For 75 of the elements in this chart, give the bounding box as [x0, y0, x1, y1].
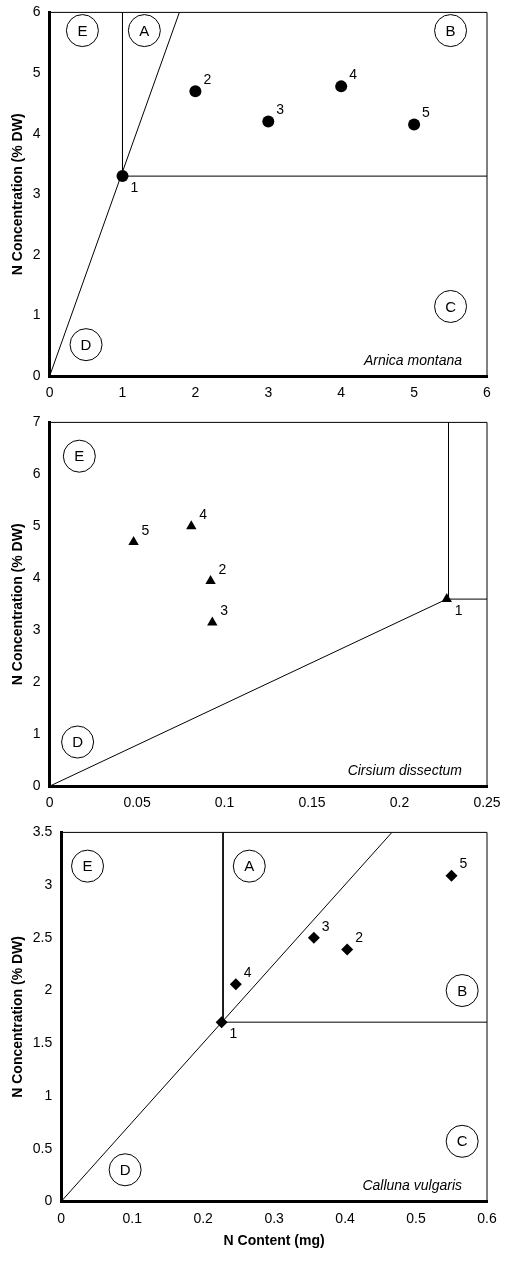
x-tick-label: 0.4 — [335, 1209, 356, 1226]
annotation: Calluna vulgaris — [362, 1177, 462, 1194]
x-tick-label: 6 — [483, 384, 492, 401]
annotation: 5 — [422, 104, 431, 121]
x-tick-label: 1 — [118, 384, 127, 401]
y-axis-title: N Concentration (% DW) — [9, 936, 26, 1098]
x-tick-label: 3 — [264, 384, 273, 401]
annotation: D — [80, 335, 92, 353]
y-tick-label: 2.5 — [32, 928, 53, 945]
y-tick-label: 7 — [32, 413, 41, 430]
annotation: 2 — [355, 929, 364, 946]
x-tick-label: 2 — [191, 384, 200, 401]
annotation: 4 — [199, 506, 208, 523]
x-tick-label: 0.6 — [477, 1209, 497, 1226]
y-tick-label: 3 — [44, 875, 53, 892]
y-tick-label: 0 — [44, 1192, 53, 1209]
annotation: 1 — [229, 1025, 238, 1042]
x-tick-label: 4 — [337, 384, 346, 401]
annotation: A — [139, 21, 150, 39]
annotation: 2 — [203, 71, 212, 88]
y-tick-label: 3.5 — [32, 823, 53, 840]
annotation: 3 — [321, 917, 330, 934]
x-tick-label: 0.25 — [473, 794, 501, 811]
x-tick-label: 5 — [410, 384, 419, 401]
annotation: 5 — [459, 855, 468, 872]
annotation: B — [457, 981, 468, 999]
annotation: 5 — [141, 521, 150, 538]
annotation: E — [77, 21, 88, 39]
x-tick-label: 0.5 — [406, 1209, 426, 1226]
y-tick-label: 1 — [44, 1086, 53, 1103]
x-tick-label: 0.05 — [123, 794, 151, 811]
annotation: Cirsium dissectum — [347, 762, 463, 779]
annotation: 4 — [349, 66, 358, 83]
annotation: 3 — [220, 602, 229, 619]
y-tick-label: 2 — [44, 981, 53, 998]
y-axis-title: N Concentration (% DW) — [9, 523, 26, 686]
y-tick-label: 1.5 — [32, 1034, 53, 1051]
y-tick-label: 6 — [32, 3, 41, 20]
x-tick-label: 0.2 — [193, 1209, 214, 1226]
y-tick-label: 2 — [32, 245, 41, 262]
annotation: D — [72, 733, 84, 751]
x-axis-title: N Content (mg) — [223, 1232, 325, 1249]
annotation: 2 — [218, 560, 227, 577]
annotation: 3 — [276, 101, 285, 118]
x-tick-label: 0.15 — [298, 794, 326, 811]
y-tick-label: 0 — [32, 367, 41, 384]
annotation: C — [445, 297, 457, 315]
y-tick-label: 1 — [32, 725, 41, 742]
x-tick-label: 0.2 — [389, 794, 410, 811]
annotation: E — [74, 447, 85, 465]
annotation: 1 — [130, 178, 139, 195]
x-tick-label: 0.1 — [214, 794, 235, 811]
annotation: E — [82, 857, 93, 875]
annotation: B — [445, 21, 456, 39]
x-tick-label: 0 — [57, 1209, 66, 1226]
y-tick-label: 1 — [32, 306, 41, 323]
annotation: D — [119, 1160, 131, 1178]
y-tick-label: 2 — [32, 673, 41, 690]
annotation: C — [456, 1132, 468, 1150]
y-tick-label: 4 — [32, 569, 41, 586]
annotation: 4 — [243, 964, 252, 981]
annotation: 1 — [454, 601, 463, 618]
x-tick-label: 0.1 — [122, 1209, 143, 1226]
y-tick-label: 6 — [32, 465, 41, 482]
y-tick-label: 3 — [32, 185, 41, 202]
x-tick-label: 0.3 — [264, 1209, 285, 1226]
annotation: A — [244, 857, 255, 875]
y-tick-label: 5 — [32, 63, 41, 80]
y-tick-label: 4 — [32, 124, 41, 141]
y-tick-label: 0 — [32, 777, 41, 794]
y-axis-title: N Concentration (% DW) — [9, 113, 26, 276]
y-tick-label: 3 — [32, 621, 41, 638]
y-tick-label: 0.5 — [32, 1139, 53, 1156]
y-tick-label: 5 — [32, 517, 41, 534]
annotation: Arnica montana — [362, 352, 463, 369]
